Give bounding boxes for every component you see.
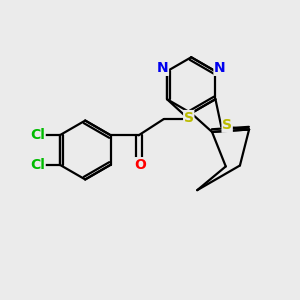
- Text: S: S: [184, 111, 194, 124]
- Text: O: O: [134, 158, 146, 172]
- Text: S: S: [222, 118, 232, 132]
- Text: N: N: [214, 61, 226, 75]
- Text: N: N: [157, 61, 168, 75]
- Text: Cl: Cl: [30, 128, 45, 142]
- Text: Cl: Cl: [30, 158, 45, 172]
